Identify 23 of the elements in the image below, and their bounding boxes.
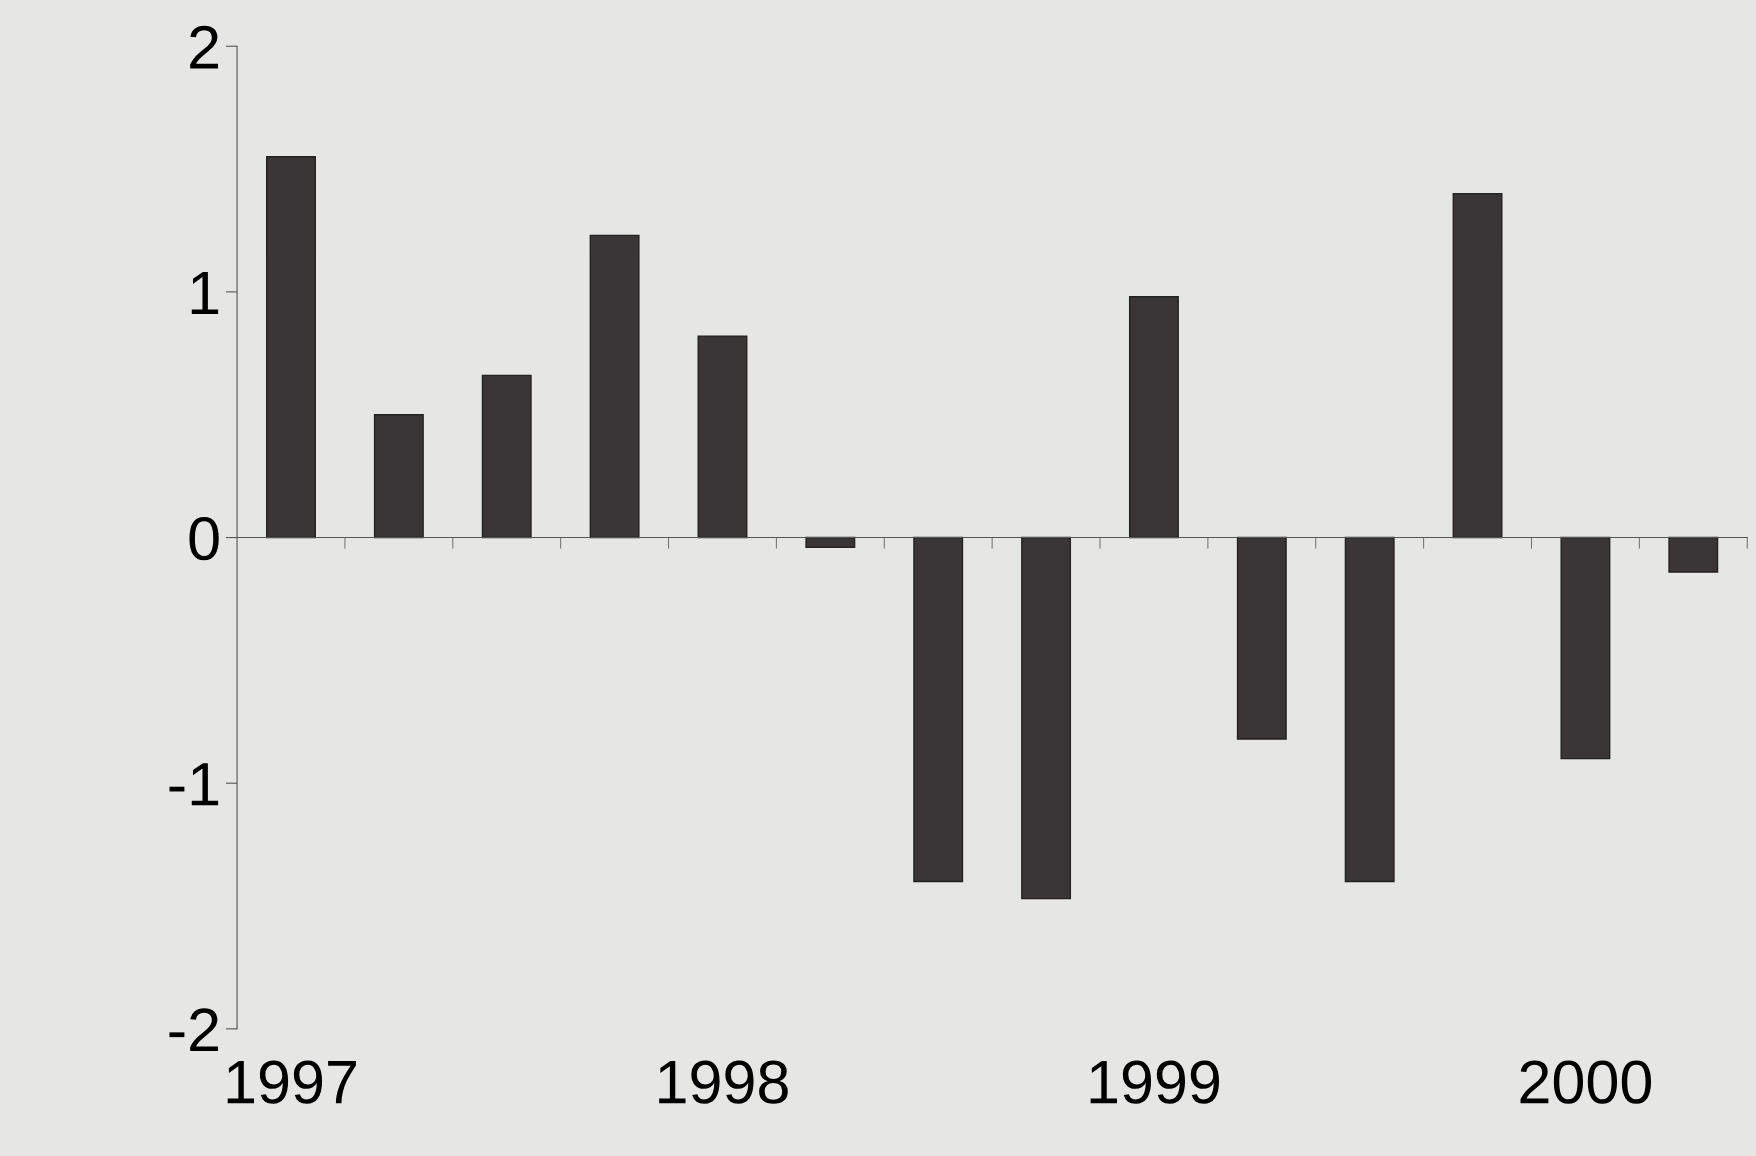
x-tick-label: 1997 <box>227 1060 356 1104</box>
bar <box>373 414 424 539</box>
bar <box>1452 192 1503 539</box>
bar <box>697 335 748 539</box>
y-tick-label: -2 <box>169 1008 219 1051</box>
x-tick-label: 1998 <box>659 1060 788 1104</box>
bar <box>589 234 640 539</box>
x-tick-label: 2000 <box>1520 1060 1652 1104</box>
bar <box>913 536 964 883</box>
bar <box>805 536 856 549</box>
y-tick-label: -1 <box>169 763 219 806</box>
bar <box>1668 536 1719 573</box>
bar <box>1021 536 1072 900</box>
y-tick-label: 1 <box>191 271 219 315</box>
x-tick-label: 1999 <box>1090 1060 1220 1104</box>
bar <box>1344 536 1395 883</box>
y-tick-label: 0 <box>189 517 219 561</box>
bar <box>1560 536 1611 760</box>
bar <box>266 156 316 539</box>
bar <box>481 374 532 539</box>
bar <box>1128 296 1179 539</box>
bar <box>1236 536 1287 740</box>
y-tick-label: 2 <box>190 25 219 69</box>
